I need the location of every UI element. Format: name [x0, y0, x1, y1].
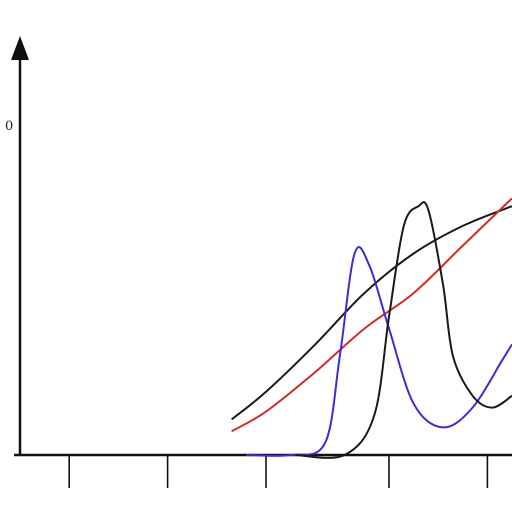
y-ticks: 0	[5, 119, 13, 134]
series-line-1	[230, 205, 512, 421]
series-line-4	[295, 201, 512, 459]
x-ticks	[68, 455, 489, 488]
series-line-3	[246, 246, 512, 457]
series-line-2	[231, 197, 512, 433]
y-axis-arrow-icon	[11, 36, 29, 60]
y-tick-label: 0	[5, 119, 13, 134]
series-layer	[230, 197, 512, 459]
